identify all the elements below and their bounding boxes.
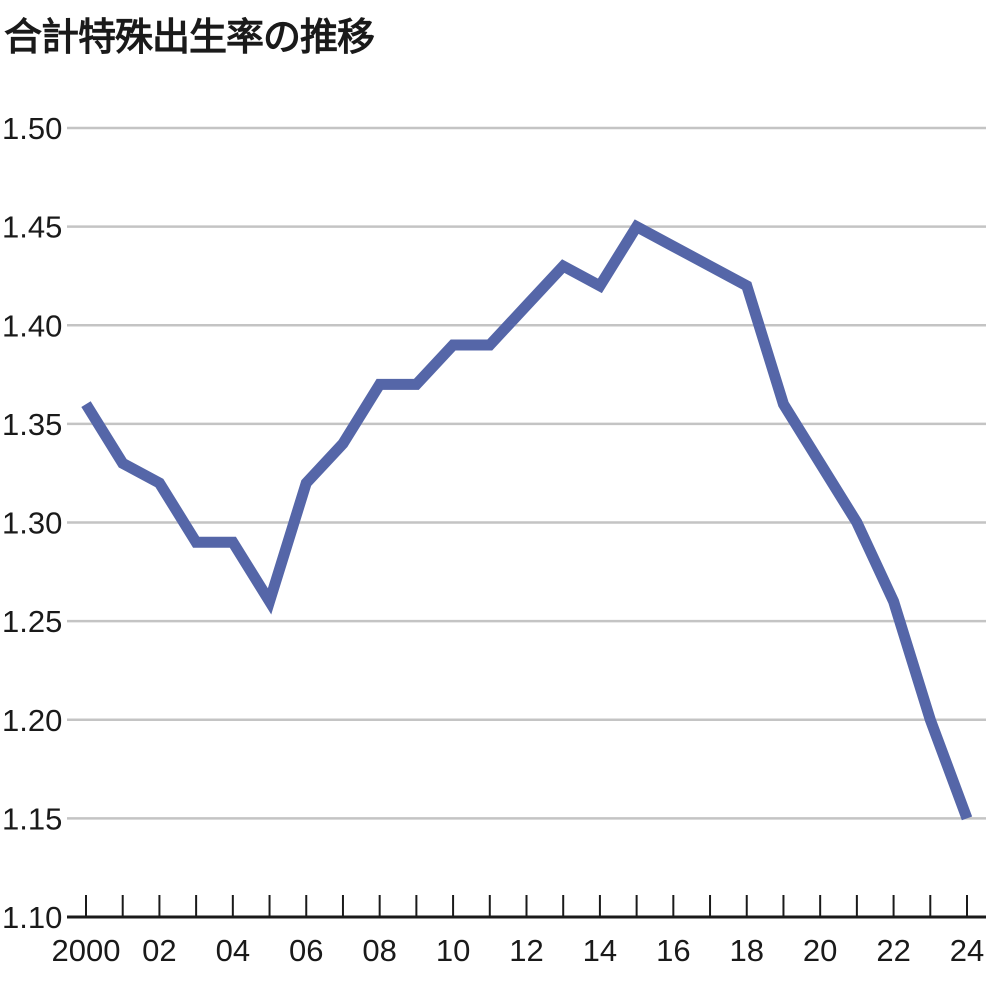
series-line-group: [81, 219, 973, 821]
x-tick-labels: 2000 02 04 06 08 10 12 14 16 18 20 22 24: [52, 933, 985, 968]
x-tick-label: 18: [730, 933, 764, 968]
x-tick-label: 02: [142, 933, 176, 968]
x-tick-label: 24: [950, 933, 984, 968]
y-tick-label: 1.40: [2, 308, 62, 343]
x-tick-label: 14: [583, 933, 617, 968]
gridlines: [67, 126, 986, 820]
y-tick-labels: 1.10 1.15 1.20 1.25 1.30 1.35 1.40 1.45 1.50: [2, 111, 62, 935]
y-tick-label: 1.35: [2, 407, 62, 442]
x-tick-label: 08: [362, 933, 396, 968]
y-tick-label: 1.10: [2, 900, 62, 935]
x-tick-label: 10: [436, 933, 470, 968]
y-tick-label: 1.15: [2, 801, 62, 836]
x-tick-label: 20: [803, 933, 837, 968]
x-tick-label: 2000: [52, 933, 121, 968]
x-tick-label: 12: [509, 933, 543, 968]
chart-title: 合計特殊出生率の推移: [4, 15, 375, 59]
y-tick-label: 1.30: [2, 506, 62, 541]
x-tick-label: 22: [876, 933, 910, 968]
y-tick-label: 1.45: [2, 210, 62, 245]
x-tick-label: 06: [289, 933, 323, 968]
x-tick-label: 16: [656, 933, 690, 968]
y-tick-label: 1.25: [2, 604, 62, 639]
x-tick-label: 04: [216, 933, 250, 968]
y-tick-label: 1.20: [2, 703, 62, 738]
x-axis: [67, 895, 986, 919]
series-line: [81, 219, 973, 821]
y-tick-label: 1.50: [2, 111, 62, 146]
